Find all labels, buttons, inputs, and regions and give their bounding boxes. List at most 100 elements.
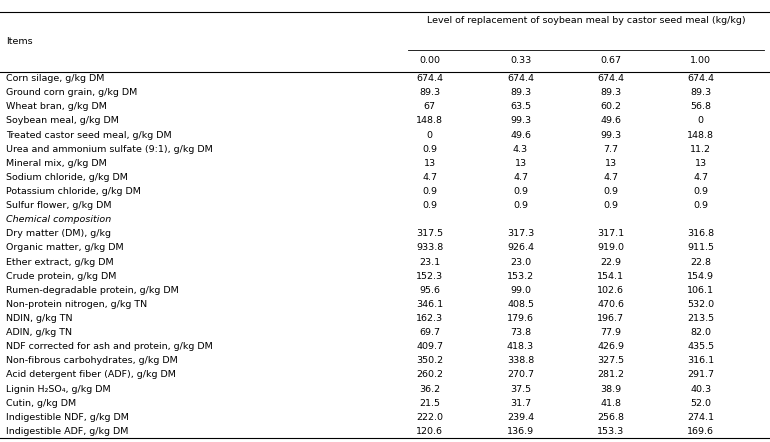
Text: 13: 13 bbox=[695, 159, 707, 168]
Text: Corn silage, g/kg DM: Corn silage, g/kg DM bbox=[6, 74, 105, 83]
Text: 69.7: 69.7 bbox=[419, 328, 440, 337]
Text: Cutin, g/kg DM: Cutin, g/kg DM bbox=[6, 399, 76, 408]
Text: 99.3: 99.3 bbox=[510, 117, 531, 126]
Text: Ground corn grain, g/kg DM: Ground corn grain, g/kg DM bbox=[6, 88, 137, 97]
Text: 49.6: 49.6 bbox=[600, 117, 621, 126]
Text: 21.5: 21.5 bbox=[419, 399, 440, 408]
Text: 0.9: 0.9 bbox=[693, 201, 708, 210]
Text: Non-protein nitrogen, g/kg TN: Non-protein nitrogen, g/kg TN bbox=[6, 300, 147, 309]
Text: 0.9: 0.9 bbox=[422, 201, 437, 210]
Text: 7.7: 7.7 bbox=[603, 145, 618, 154]
Text: Potassium chloride, g/kg DM: Potassium chloride, g/kg DM bbox=[6, 187, 141, 196]
Text: 674.4: 674.4 bbox=[597, 74, 624, 83]
Text: 56.8: 56.8 bbox=[690, 103, 711, 111]
Text: 926.4: 926.4 bbox=[507, 244, 534, 252]
Text: 148.8: 148.8 bbox=[416, 117, 444, 126]
Text: Urea and ammonium sulfate (9:1), g/kg DM: Urea and ammonium sulfate (9:1), g/kg DM bbox=[6, 145, 213, 154]
Text: 49.6: 49.6 bbox=[510, 130, 531, 140]
Text: NDF corrected for ash and protein, g/kg DM: NDF corrected for ash and protein, g/kg … bbox=[6, 342, 213, 351]
Text: 11.2: 11.2 bbox=[690, 145, 711, 154]
Text: 0.9: 0.9 bbox=[693, 187, 708, 196]
Text: 37.5: 37.5 bbox=[510, 385, 531, 393]
Text: Wheat bran, g/kg DM: Wheat bran, g/kg DM bbox=[6, 103, 107, 111]
Text: 136.9: 136.9 bbox=[507, 427, 534, 436]
Text: 4.7: 4.7 bbox=[422, 173, 437, 182]
Text: 36.2: 36.2 bbox=[419, 385, 440, 393]
Text: 911.5: 911.5 bbox=[687, 244, 715, 252]
Text: 52.0: 52.0 bbox=[690, 399, 711, 408]
Text: Sodium chloride, g/kg DM: Sodium chloride, g/kg DM bbox=[6, 173, 128, 182]
Text: 0.9: 0.9 bbox=[422, 187, 437, 196]
Text: 31.7: 31.7 bbox=[510, 399, 531, 408]
Text: 169.6: 169.6 bbox=[687, 427, 715, 436]
Text: 13: 13 bbox=[514, 159, 527, 168]
Text: 350.2: 350.2 bbox=[416, 356, 444, 366]
Text: 152.3: 152.3 bbox=[416, 272, 444, 281]
Text: 239.4: 239.4 bbox=[507, 413, 534, 422]
Text: 106.1: 106.1 bbox=[687, 286, 715, 295]
Text: 22.9: 22.9 bbox=[600, 258, 621, 267]
Text: 102.6: 102.6 bbox=[597, 286, 624, 295]
Text: Ether extract, g/kg DM: Ether extract, g/kg DM bbox=[6, 258, 114, 267]
Text: 222.0: 222.0 bbox=[416, 413, 444, 422]
Text: 213.5: 213.5 bbox=[687, 314, 715, 323]
Text: 270.7: 270.7 bbox=[507, 370, 534, 380]
Text: 408.5: 408.5 bbox=[507, 300, 534, 309]
Text: Items: Items bbox=[6, 38, 33, 46]
Text: Mineral mix, g/kg DM: Mineral mix, g/kg DM bbox=[6, 159, 107, 168]
Text: 99.0: 99.0 bbox=[510, 286, 531, 295]
Text: 23.0: 23.0 bbox=[510, 258, 531, 267]
Text: 179.6: 179.6 bbox=[507, 314, 534, 323]
Text: 13: 13 bbox=[424, 159, 436, 168]
Text: 317.3: 317.3 bbox=[507, 229, 534, 238]
Text: 674.4: 674.4 bbox=[687, 74, 715, 83]
Text: 933.8: 933.8 bbox=[416, 244, 444, 252]
Text: 256.8: 256.8 bbox=[597, 413, 624, 422]
Text: 409.7: 409.7 bbox=[416, 342, 444, 351]
Text: 153.3: 153.3 bbox=[597, 427, 624, 436]
Text: 22.8: 22.8 bbox=[690, 258, 711, 267]
Text: 120.6: 120.6 bbox=[416, 427, 444, 436]
Text: 260.2: 260.2 bbox=[416, 370, 444, 380]
Text: Level of replacement of soybean meal by castor seed meal (kg/kg): Level of replacement of soybean meal by … bbox=[427, 16, 745, 25]
Text: 291.7: 291.7 bbox=[687, 370, 715, 380]
Text: 674.4: 674.4 bbox=[416, 74, 444, 83]
Text: 1.00: 1.00 bbox=[690, 56, 711, 65]
Text: Crude protein, g/kg DM: Crude protein, g/kg DM bbox=[6, 272, 116, 281]
Text: 316.8: 316.8 bbox=[687, 229, 715, 238]
Text: 0.67: 0.67 bbox=[600, 56, 621, 65]
Text: 0.9: 0.9 bbox=[513, 201, 528, 210]
Text: Soybean meal, g/kg DM: Soybean meal, g/kg DM bbox=[6, 117, 119, 126]
Text: 4.7: 4.7 bbox=[513, 173, 528, 182]
Text: 154.1: 154.1 bbox=[597, 272, 624, 281]
Text: 470.6: 470.6 bbox=[597, 300, 624, 309]
Text: 919.0: 919.0 bbox=[597, 244, 624, 252]
Text: 435.5: 435.5 bbox=[687, 342, 715, 351]
Text: Treated castor seed meal, g/kg DM: Treated castor seed meal, g/kg DM bbox=[6, 130, 172, 140]
Text: Acid detergent fiber (ADF), g/kg DM: Acid detergent fiber (ADF), g/kg DM bbox=[6, 370, 176, 380]
Text: Chemical composition: Chemical composition bbox=[6, 215, 112, 224]
Text: 0.9: 0.9 bbox=[603, 201, 618, 210]
Text: ADIN, g/kg TN: ADIN, g/kg TN bbox=[6, 328, 72, 337]
Text: 77.9: 77.9 bbox=[600, 328, 621, 337]
Text: 89.3: 89.3 bbox=[600, 88, 621, 97]
Text: 154.9: 154.9 bbox=[687, 272, 715, 281]
Text: 4.3: 4.3 bbox=[513, 145, 528, 154]
Text: 426.9: 426.9 bbox=[597, 342, 624, 351]
Text: 63.5: 63.5 bbox=[510, 103, 531, 111]
Text: 89.3: 89.3 bbox=[690, 88, 711, 97]
Text: 38.9: 38.9 bbox=[600, 385, 621, 393]
Text: 0.00: 0.00 bbox=[419, 56, 440, 65]
Text: Dry matter (DM), g/kg: Dry matter (DM), g/kg bbox=[6, 229, 111, 238]
Text: 0.9: 0.9 bbox=[513, 187, 528, 196]
Text: 153.2: 153.2 bbox=[507, 272, 534, 281]
Text: 317.1: 317.1 bbox=[597, 229, 624, 238]
Text: 162.3: 162.3 bbox=[416, 314, 444, 323]
Text: 338.8: 338.8 bbox=[507, 356, 534, 366]
Text: 60.2: 60.2 bbox=[600, 103, 621, 111]
Text: Lignin H₂SO₄, g/kg DM: Lignin H₂SO₄, g/kg DM bbox=[6, 385, 111, 393]
Text: 82.0: 82.0 bbox=[690, 328, 711, 337]
Text: 346.1: 346.1 bbox=[416, 300, 444, 309]
Text: 0: 0 bbox=[698, 117, 704, 126]
Text: Rumen-degradable protein, g/kg DM: Rumen-degradable protein, g/kg DM bbox=[6, 286, 179, 295]
